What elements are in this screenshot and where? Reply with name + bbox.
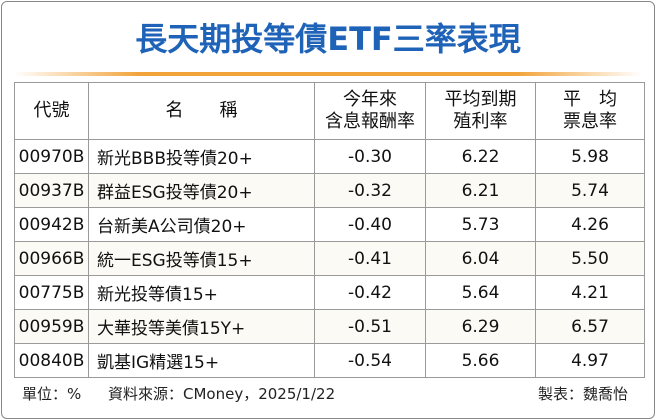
- cell: 00775B: [14, 275, 89, 310]
- header-text: 殖利率: [453, 111, 508, 132]
- table-row: 00970B 新光BBB投等債20+ -0.30 6.22 5.98: [14, 139, 645, 174]
- author: 製表：魏喬怡: [537, 385, 628, 403]
- header-cell: 平均到期 殖利率: [425, 82, 536, 140]
- cell: 4.21: [535, 275, 645, 310]
- cell: 6.21: [425, 173, 536, 208]
- header-cell: 平 均票息率: [535, 82, 645, 140]
- table-body: 代號名 稱今年來 含息報酬率 平均到期 殖利率平 均票息率 00970B 新光BBB投等債…: [14, 82, 645, 378]
- header-cell: 名 稱: [88, 82, 315, 140]
- header-text: 名 稱: [165, 100, 238, 121]
- header-text: 平 均: [563, 89, 617, 110]
- cell: -0.54: [314, 343, 426, 378]
- cell: 00970B: [14, 139, 89, 174]
- cell: 5.98: [535, 139, 645, 174]
- source: 資料來源：CMoney，2025/1/22: [108, 385, 336, 403]
- table-row: 00966B 統一ESG投等債15+ -0.41 6.04 5.50: [14, 241, 645, 276]
- unit: 單位：%: [22, 385, 82, 403]
- cell: 大華投等美債15Y+: [88, 309, 315, 344]
- header-text: 含息報酬率: [325, 111, 415, 132]
- cell: 00942B: [14, 207, 89, 242]
- table-row: 00959B 大華投等美債15Y+ -0.51 6.29 6.57: [14, 309, 645, 344]
- cell: 00937B: [14, 173, 89, 208]
- cell: 凱基IG精選15+: [88, 343, 315, 378]
- table-row: 00937B 群益ESG投等債20+ -0.32 6.21 5.74: [14, 173, 645, 208]
- cell: 群益ESG投等債20+: [88, 173, 315, 208]
- table: 代號名 稱今年來 含息報酬率 平均到期 殖利率平 均票息率 00970B 新光BBB投等債…: [14, 82, 645, 378]
- cell: -0.42: [314, 275, 426, 310]
- header-cell: 代號: [14, 82, 89, 140]
- cell: 台新美A公司債20+: [88, 207, 315, 242]
- cell: 00840B: [14, 343, 89, 378]
- cell: 5.66: [425, 343, 536, 378]
- header-row: 代號名 稱今年來 含息報酬率 平均到期 殖利率平 均票息率: [14, 82, 645, 140]
- cell: -0.51: [314, 309, 426, 344]
- cell: 5.73: [425, 207, 536, 242]
- table-row: 00775B 新光投等債15+ -0.42 5.64 4.21: [14, 275, 645, 310]
- cell: 4.97: [535, 343, 645, 378]
- table-row: 00942B 台新美A公司債20+ -0.40 5.73 4.26: [14, 207, 645, 242]
- header-text: 代號: [33, 100, 70, 121]
- cell: 5.50: [535, 241, 645, 276]
- cell: 00959B: [14, 309, 89, 344]
- cell: 新光BBB投等債20+: [88, 139, 315, 174]
- cell: 5.74: [535, 173, 645, 208]
- title-rule: [14, 72, 642, 76]
- cell: 00966B: [14, 241, 89, 276]
- cell: 6.04: [425, 241, 536, 276]
- table-row: 00840B 凱基IG精選15+ -0.54 5.66 4.97: [14, 343, 645, 378]
- cell: -0.41: [314, 241, 426, 276]
- header-cell: 今年來 含息報酬率: [314, 82, 426, 140]
- header-text: 今年來: [343, 89, 397, 110]
- cell: 統一ESG投等債15+: [88, 241, 315, 276]
- cell: 4.26: [535, 207, 645, 242]
- cell: -0.32: [314, 173, 426, 208]
- cell: -0.30: [314, 139, 426, 174]
- cell: 6.22: [425, 139, 536, 174]
- title: 長天期投等債ETF三率表現: [135, 20, 521, 58]
- cell: 5.64: [425, 275, 536, 310]
- cell: 6.29: [425, 309, 536, 344]
- cell: -0.40: [314, 207, 426, 242]
- header-text: 票息率: [563, 111, 617, 132]
- header-text: 平均到期: [444, 89, 517, 110]
- cell: 新光投等債15+: [88, 275, 315, 310]
- cell: 6.57: [535, 309, 645, 344]
